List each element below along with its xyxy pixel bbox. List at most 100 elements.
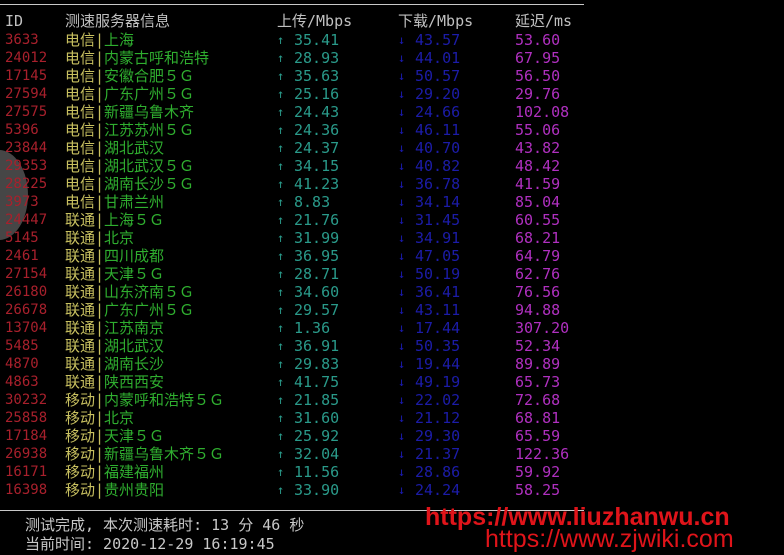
- city: 安徽合肥５Ｇ: [104, 67, 195, 85]
- server-id: 28225: [5, 176, 48, 192]
- download-speed: 50.57: [415, 67, 461, 85]
- server-info: 联通|湖北武汉: [65, 337, 164, 355]
- download-speed: 31.45: [415, 211, 461, 229]
- latency: 68.21: [515, 229, 561, 247]
- download-arrow-icon: ↓: [398, 267, 406, 281]
- server-id: 27594: [5, 86, 48, 102]
- download-arrow-icon: ↓: [398, 141, 406, 155]
- download-arrow-icon: ↓: [398, 177, 406, 191]
- download-arrow-icon: ↓: [398, 105, 406, 119]
- carrier: 联通: [65, 211, 96, 229]
- server-info: 电信|湖南长沙５Ｇ: [65, 175, 194, 193]
- server-id: 25858: [5, 410, 48, 426]
- download-arrow-icon: ↓: [398, 465, 406, 479]
- server-id: 26180: [5, 284, 48, 300]
- latency: 48.42: [515, 157, 561, 175]
- upload-arrow-icon: ↑: [277, 357, 285, 371]
- server-id: 26938: [5, 446, 48, 462]
- city: 山东济南５Ｇ: [104, 283, 195, 301]
- city: 湖南长沙５Ｇ: [104, 175, 195, 193]
- download-arrow-icon: ↓: [398, 447, 406, 461]
- upload-arrow-icon: ↑: [277, 213, 285, 227]
- city: 上海: [104, 31, 135, 49]
- city: 广东广州５Ｇ: [104, 301, 195, 319]
- latency: 89.89: [515, 355, 561, 373]
- upload-arrow-icon: ↑: [277, 465, 285, 479]
- server-info: 电信|上海: [65, 31, 134, 49]
- upload-arrow-icon: ↑: [277, 411, 285, 425]
- separator: |: [95, 355, 105, 373]
- upload-speed: 21.85: [294, 391, 340, 409]
- download-arrow-icon: ↓: [398, 33, 406, 47]
- download-speed: 36.78: [415, 175, 461, 193]
- latency: 29.76: [515, 85, 561, 103]
- city: 广东广州５Ｇ: [104, 85, 195, 103]
- city: 北京: [104, 409, 135, 427]
- server-id: 29353: [5, 158, 48, 174]
- current-time: 当前时间: 2020-12-29 16:19:45: [25, 535, 275, 553]
- bottom-divider: [0, 510, 584, 511]
- upload-speed: 1.36: [294, 319, 331, 337]
- upload-speed: 29.57: [294, 301, 340, 319]
- separator: |: [95, 211, 105, 229]
- header-id: ID: [5, 12, 24, 30]
- server-info: 电信|甘肃兰州: [65, 193, 164, 211]
- carrier: 移动: [65, 427, 96, 445]
- upload-speed: 29.83: [294, 355, 340, 373]
- latency: 94.88: [515, 301, 561, 319]
- city: 甘肃兰州: [104, 193, 165, 211]
- separator: |: [95, 85, 105, 103]
- city: 四川成都: [104, 247, 165, 265]
- latency: 65.73: [515, 373, 561, 391]
- city: 湖南长沙: [104, 355, 165, 373]
- download-speed: 17.44: [415, 319, 461, 337]
- download-arrow-icon: ↓: [398, 69, 406, 83]
- carrier: 联通: [65, 229, 96, 247]
- upload-arrow-icon: ↑: [277, 339, 285, 353]
- separator: |: [95, 445, 105, 463]
- server-id: 5485: [5, 338, 39, 354]
- watermark-zjwiki: https://www.zjwiki.com: [485, 525, 734, 553]
- download-speed: 34.91: [415, 229, 461, 247]
- header-upload: 上传/Mbps: [277, 12, 353, 30]
- separator: |: [95, 373, 105, 391]
- server-info: 联通|广东广州５Ｇ: [65, 301, 194, 319]
- carrier: 联通: [65, 265, 96, 283]
- server-id: 13704: [5, 320, 48, 336]
- server-id: 3973: [5, 194, 39, 210]
- separator: |: [95, 301, 105, 319]
- server-info: 联通|陕西西安: [65, 373, 164, 391]
- download-arrow-icon: ↓: [398, 249, 406, 263]
- upload-arrow-icon: ↑: [277, 87, 285, 101]
- download-arrow-icon: ↓: [398, 339, 406, 353]
- latency: 41.59: [515, 175, 561, 193]
- carrier: 联通: [65, 247, 96, 265]
- server-id: 3633: [5, 32, 39, 48]
- server-info: 电信|新疆乌鲁木齐: [65, 103, 194, 121]
- server-info: 联通|四川成都: [65, 247, 164, 265]
- carrier: 电信: [65, 193, 96, 211]
- download-speed: 24.66: [415, 103, 461, 121]
- upload-arrow-icon: ↑: [277, 51, 285, 65]
- download-arrow-icon: ↓: [398, 123, 406, 137]
- upload-arrow-icon: ↑: [277, 249, 285, 263]
- carrier: 电信: [65, 103, 96, 121]
- download-speed: 49.19: [415, 373, 461, 391]
- separator: |: [95, 337, 105, 355]
- carrier: 联通: [65, 283, 96, 301]
- carrier: 电信: [65, 121, 96, 139]
- separator: |: [95, 409, 105, 427]
- separator: |: [95, 67, 105, 85]
- server-info: 电信|湖北武汉: [65, 139, 164, 157]
- server-info: 移动|福建福州: [65, 463, 164, 481]
- latency: 72.68: [515, 391, 561, 409]
- upload-arrow-icon: ↑: [277, 447, 285, 461]
- server-id: 2461: [5, 248, 39, 264]
- city: 上海５Ｇ: [104, 211, 165, 229]
- download-arrow-icon: ↓: [398, 213, 406, 227]
- latency: 52.34: [515, 337, 561, 355]
- header-download: 下载/Mbps: [398, 12, 474, 30]
- download-arrow-icon: ↓: [398, 429, 406, 443]
- upload-arrow-icon: ↑: [277, 159, 285, 173]
- carrier: 移动: [65, 409, 96, 427]
